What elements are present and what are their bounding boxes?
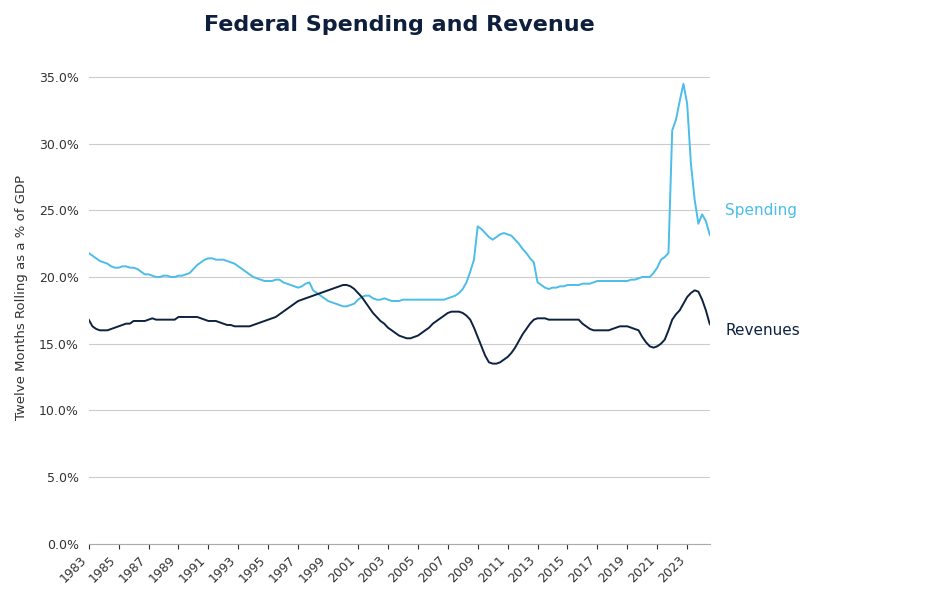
Title: Federal Spending and Revenue: Federal Spending and Revenue [204,15,594,35]
Text: Revenues: Revenues [726,323,800,338]
Text: Spending: Spending [726,203,797,218]
Y-axis label: Twelve Months Rolling as a % of GDP: Twelve Months Rolling as a % of GDP [15,175,28,419]
